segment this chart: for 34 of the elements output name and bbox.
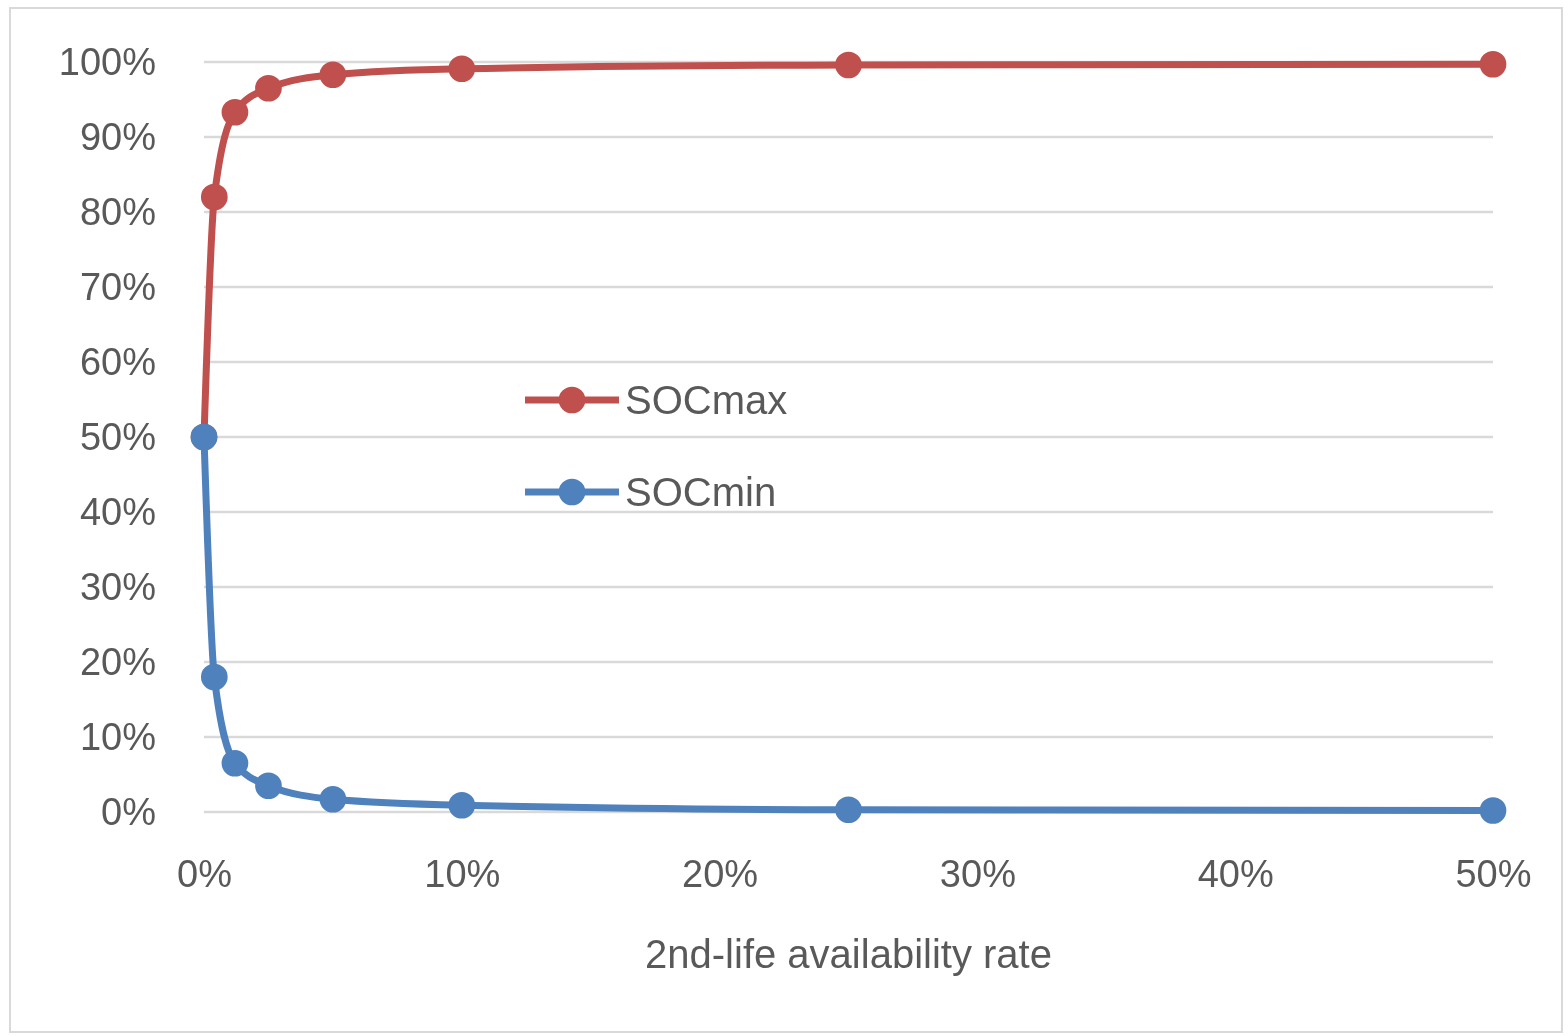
point <box>221 749 249 777</box>
legend-label: SOCmax <box>625 378 788 422</box>
point <box>835 51 862 79</box>
y-tick-label: 10% <box>79 715 156 758</box>
point <box>200 183 228 211</box>
x-tick-label: 0% <box>177 852 232 895</box>
y-tick-label: 60% <box>79 340 156 383</box>
x-axis-title: 2nd-life availability rate <box>645 932 1052 976</box>
x-tick-label: 40% <box>1197 852 1274 895</box>
y-tick-label: 70% <box>79 265 156 308</box>
point <box>255 74 282 102</box>
y-tick-label: 40% <box>79 490 156 533</box>
x-tick-label: 30% <box>939 852 1016 895</box>
point <box>221 98 249 126</box>
y-tick-label: 0% <box>101 790 156 833</box>
y-tick-label: 50% <box>79 415 156 458</box>
y-tick-label: 30% <box>79 565 156 608</box>
x-tick-label: 50% <box>1455 852 1532 895</box>
y-tick-label: 90% <box>79 115 156 158</box>
point <box>255 772 282 800</box>
y-tick-label: 100% <box>58 40 156 83</box>
legend-label: SOCmin <box>625 470 777 514</box>
point <box>1479 797 1507 824</box>
y-tick-label: 20% <box>79 640 156 683</box>
point <box>1479 50 1507 78</box>
point <box>200 663 228 691</box>
point <box>835 796 862 824</box>
x-tick-label: 10% <box>424 852 501 895</box>
point <box>319 785 347 813</box>
point <box>319 61 347 89</box>
x-tick-label: 20% <box>682 852 759 895</box>
point <box>448 791 476 819</box>
point <box>448 55 476 83</box>
y-tick-label: 80% <box>79 190 156 233</box>
